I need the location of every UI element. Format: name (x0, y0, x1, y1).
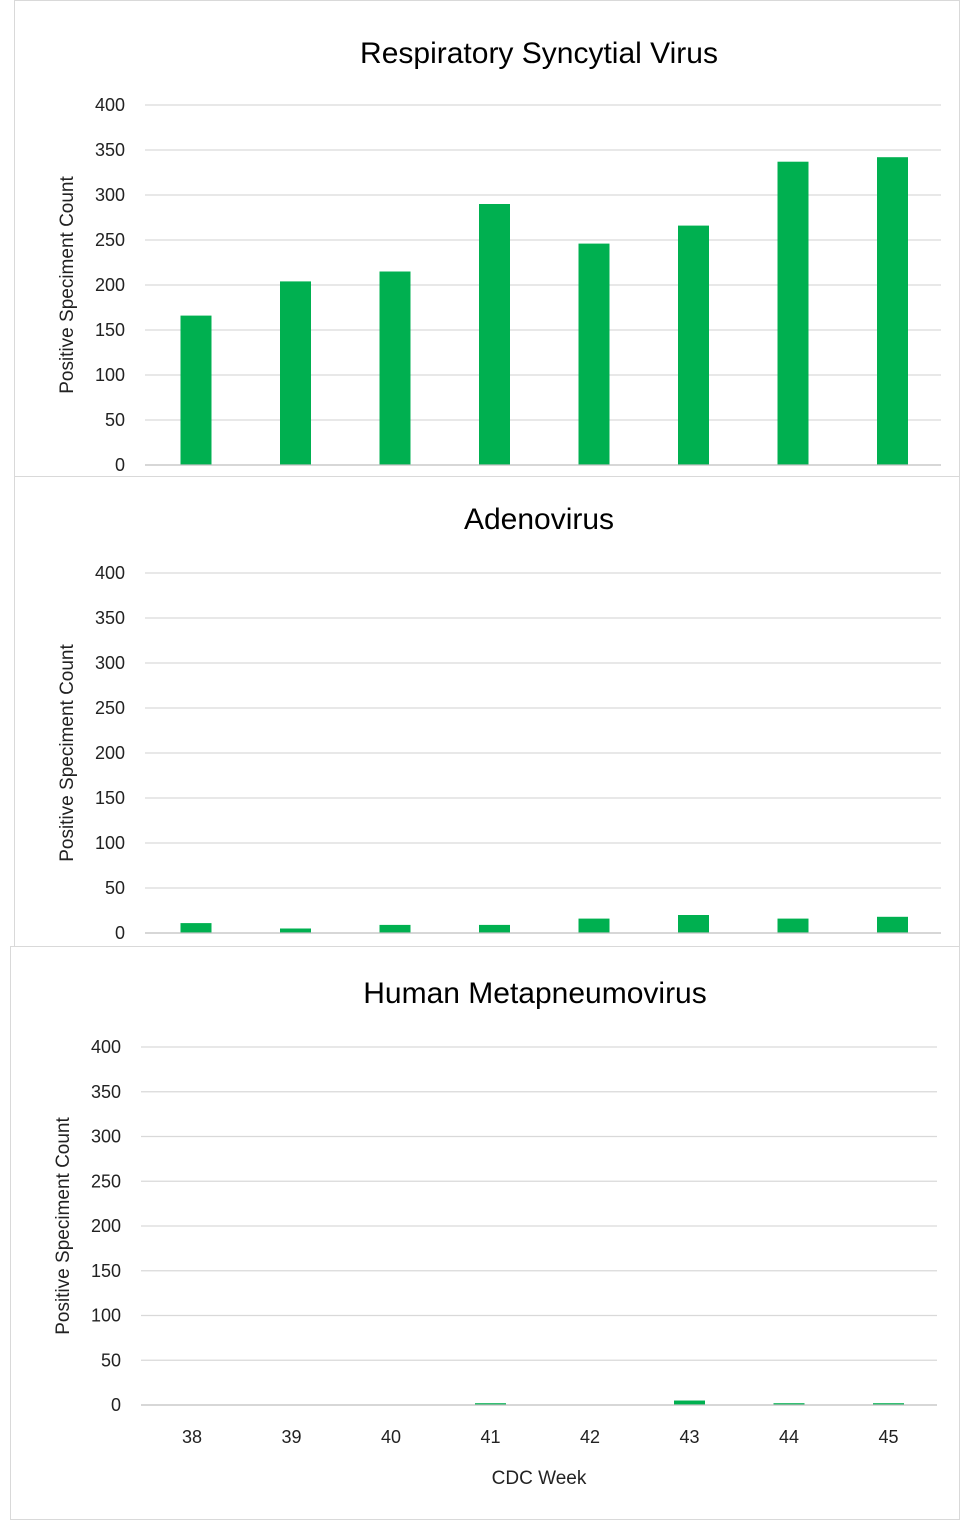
hmpv-x-tick-label: 41 (480, 1427, 500, 1447)
rsv-y-tick-label: 200 (95, 275, 125, 295)
hmpv-y-axis-label: Positive Speciment Count (53, 1117, 74, 1335)
adenovirus-y-tick-label: 0 (115, 923, 125, 943)
rsv-bar (678, 225, 709, 465)
adenovirus-y-axis-label: Positive Speciment Count (57, 644, 78, 862)
rsv-bar (777, 161, 809, 465)
hmpv-bar (475, 1403, 506, 1405)
hmpv-x-tick-label: 45 (878, 1427, 898, 1447)
hmpv-chart-title: Human Metapneumovirus (363, 977, 707, 1010)
adenovirus-y-tick-label: 200 (95, 743, 125, 763)
hmpv-x-tick-label: 44 (779, 1427, 799, 1447)
adenovirus-y-tick-label: 250 (95, 698, 125, 718)
hmpv-bar (773, 1403, 805, 1405)
hmpv-chart-panel: Human Metapneumovirus 0 50 100 150 200 250 300 3… (10, 946, 960, 1520)
rsv-y-axis-label: Positive Speciment Count (57, 176, 78, 394)
adenovirus-bar (678, 915, 709, 933)
rsv-y-tick-label: 50 (105, 410, 125, 430)
rsv-chart-title: Respiratory Syncytial Virus (360, 37, 718, 70)
hmpv-y-tick-label: 400 (91, 1037, 121, 1057)
adenovirus-chart-svg: Adenovirus 0 50 100 150 200 250 300 350 400 Positi… (57, 503, 941, 943)
rsv-bar (379, 271, 411, 465)
hmpv-y-tick-label: 300 (91, 1127, 121, 1147)
hmpv-x-axis-label: CDC Week (492, 1468, 587, 1489)
rsv-bar (180, 315, 212, 465)
hmpv-y-tick-label: 0 (111, 1395, 121, 1415)
rsv-y-tick-label: 150 (95, 320, 125, 340)
rsv-y-tick-label: 100 (95, 365, 125, 385)
rsv-chart-svg: Respiratory Syncytial Virus 0 50 100 150 200 2… (57, 37, 941, 475)
rsv-y-tick-label: 0 (115, 455, 125, 475)
adenovirus-y-tick-label: 150 (95, 788, 125, 808)
adenovirus-bar (877, 916, 908, 933)
adenovirus-bar (578, 918, 610, 933)
rsv-y-tick-label: 300 (95, 185, 125, 205)
rsv-bar (578, 243, 610, 465)
adenovirus-bar (280, 928, 311, 933)
adenovirus-chart-panel: Adenovirus 0 50 100 150 200 250 300 350 400 Positi… (14, 476, 960, 948)
hmpv-y-tick-label: 50 (101, 1350, 121, 1370)
adenovirus-bar (479, 924, 510, 933)
hmpv-y-tick-label: 150 (91, 1261, 121, 1281)
hmpv-y-tick-label: 200 (91, 1216, 121, 1236)
hmpv-bar (873, 1403, 904, 1405)
hmpv-y-tick-label: 100 (91, 1306, 121, 1326)
rsv-bar (479, 204, 510, 465)
adenovirus-y-tick-label: 100 (95, 833, 125, 853)
rsv-y-tick-label: 250 (95, 230, 125, 250)
hmpv-y-tick-label: 350 (91, 1082, 121, 1102)
adenovirus-chart-title: Adenovirus (464, 503, 614, 536)
rsv-bar (280, 281, 311, 465)
hmpv-x-tick-label: 38 (182, 1427, 202, 1447)
adenovirus-bar (379, 924, 411, 933)
adenovirus-bar (180, 923, 212, 933)
adenovirus-y-tick-label: 50 (105, 878, 125, 898)
hmpv-y-tick-label: 250 (91, 1171, 121, 1191)
rsv-y-tick-label: 350 (95, 140, 125, 160)
hmpv-x-tick-label: 42 (580, 1427, 600, 1447)
hmpv-x-tick-label: 43 (679, 1427, 699, 1447)
adenovirus-bar (777, 918, 809, 933)
adenovirus-y-tick-label: 400 (95, 563, 125, 583)
adenovirus-y-tick-label: 300 (95, 653, 125, 673)
adenovirus-y-tick-label: 350 (95, 608, 125, 628)
hmpv-x-tick-label: 40 (381, 1427, 401, 1447)
rsv-y-tick-label: 400 (95, 95, 125, 115)
rsv-chart-panel: Respiratory Syncytial Virus 0 50 100 150 200 2… (14, 0, 960, 478)
hmpv-bar (674, 1400, 705, 1405)
hmpv-x-tick-label: 39 (281, 1427, 301, 1447)
hmpv-chart-svg: Human Metapneumovirus 0 50 100 150 200 250 300 3… (53, 977, 937, 1489)
rsv-bar (877, 157, 908, 465)
